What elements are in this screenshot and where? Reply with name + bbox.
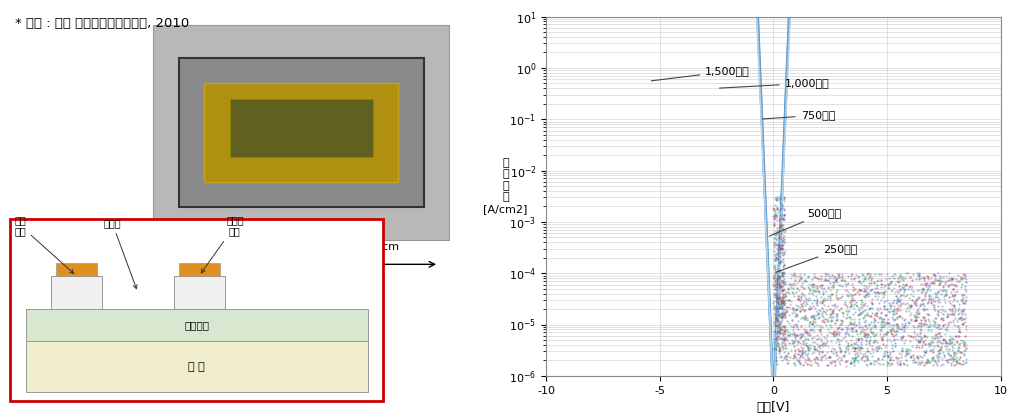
Bar [26,342,368,392]
Text: 1,500시간: 1,500시간 [651,66,750,81]
Bar [153,25,449,240]
X-axis label: 전압[V]: 전압[V] [757,401,790,413]
Text: * 출처 : 독일 산업기술종합연구소, 2010: * 출처 : 독일 산업기술종합연구소, 2010 [15,17,190,29]
Bar [56,263,97,276]
Bar [26,309,368,342]
Text: 지지형층: 지지형층 [184,320,209,330]
Text: 500시간: 500시간 [769,208,841,236]
Text: 1,000시간: 1,000시간 [720,78,829,88]
Bar [204,83,398,182]
Text: 쇼트키
전극: 쇼트키 전극 [201,215,244,273]
Bar [230,99,373,157]
Bar [179,58,424,206]
Text: 오믹
전극: 오믹 전극 [14,215,74,273]
Bar [179,263,220,276]
Text: 전
류
밀
도
[A/cm2]: 전 류 밀 도 [A/cm2] [483,158,528,214]
Text: 750시간: 750시간 [763,110,835,120]
Bar [174,276,225,309]
Bar [10,219,383,401]
Text: 기 판: 기 판 [188,362,205,372]
Text: 250시간: 250시간 [776,244,858,272]
Bar [51,276,102,309]
Text: 1cm: 1cm [376,242,400,252]
Text: 활성층: 활성층 [103,218,137,289]
